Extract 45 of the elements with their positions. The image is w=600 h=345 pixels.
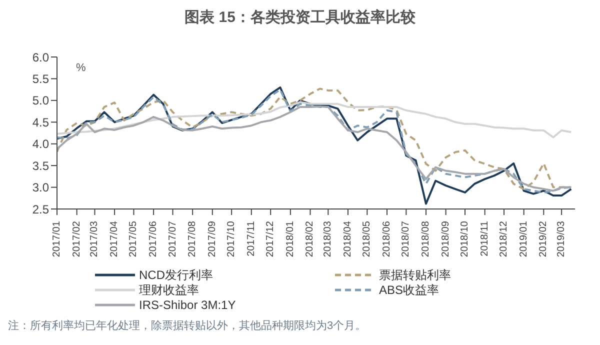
x-tick-label: 2018/01	[284, 220, 296, 258]
legend-label: NCD发行利率	[139, 266, 213, 284]
x-tick-label: 2018/03	[322, 220, 334, 258]
y-tick-label: 5.5	[32, 72, 50, 86]
x-tick-label: 2018/02	[304, 220, 316, 258]
x-tick-label: 2018/05	[362, 220, 373, 258]
text: 注：所有利率均已年化处理，除票据转贴以外，其他品种期限均为3个月。	[8, 318, 366, 333]
x-tick-label: 2017/11	[246, 220, 257, 256]
x-tick-label: 2017/03	[89, 220, 100, 258]
x-tick-label: 2018/07	[400, 220, 412, 258]
x-tick-label: 2017/04	[109, 220, 120, 258]
x-tick-label: 2019/03	[556, 220, 568, 258]
x-tick-label: 2018/04	[342, 220, 354, 258]
y-tick-label: 4.0	[32, 137, 50, 152]
line-series	[57, 101, 572, 138]
x-tick-label: 2017/08	[187, 220, 198, 258]
legend-label: 理财收益率	[139, 282, 199, 298]
legend-label: IRS-Shibor 3M:1Y	[139, 298, 236, 312]
x-tick-label: 2017/10	[226, 220, 238, 258]
x-tick-label: 2017/12	[265, 220, 276, 258]
x-tick-label: 2017/02	[71, 220, 82, 258]
x-tick-label: 2017/01	[52, 220, 62, 258]
y-tick-label: 3.0	[32, 180, 50, 195]
y-tick-label: 6.0	[32, 50, 50, 64]
chart-title: 图表 15：各类投资工具收益率比较	[184, 8, 416, 27]
y-tick-label: 5.0	[32, 94, 50, 108]
x-tick-label: 2018/09	[440, 220, 452, 258]
y-tick-label: 4.5	[32, 115, 50, 130]
y-axis-title: %	[76, 62, 86, 74]
x-tick-label: 2018/06	[381, 220, 392, 258]
legend-label: 票据转贴利率	[379, 266, 451, 284]
y-tick-label: 2.5	[32, 202, 50, 216]
x-tick-label: 2017/06	[148, 220, 160, 258]
x-tick-label: 2017/09	[206, 220, 218, 258]
x-tick-label: 2019/02	[538, 220, 550, 258]
x-tick-label: 2018/10	[460, 220, 471, 258]
x-tick-label: 2017/05	[128, 220, 140, 258]
x-tick-label: 2018/11	[479, 220, 490, 256]
x-tick-label: 2017/07	[167, 220, 178, 258]
y-tick-label: 3.5	[32, 158, 50, 173]
line-series	[57, 106, 572, 192]
x-tick-label: 2018/12	[498, 220, 510, 258]
x-tick-label: 2018/08	[420, 220, 432, 258]
x-tick-label: 2019/01	[518, 220, 530, 258]
legend-label: ABS收益率	[379, 282, 440, 298]
